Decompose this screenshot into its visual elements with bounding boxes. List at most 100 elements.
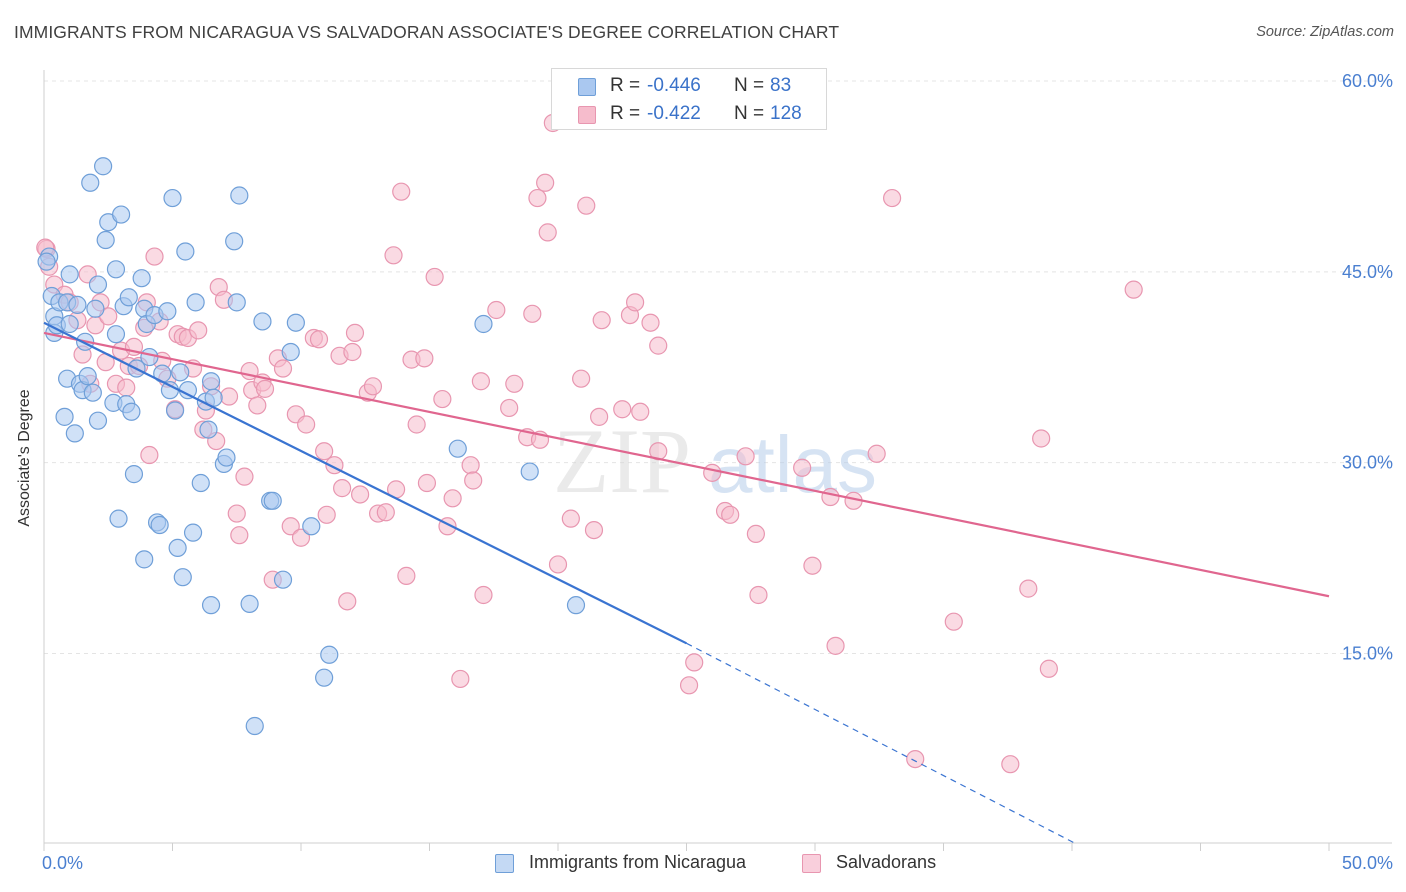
nicaragua-point xyxy=(191,473,210,493)
salvadoran-point xyxy=(1039,659,1058,678)
salvadoran-point xyxy=(685,653,704,672)
nicaragua-point xyxy=(94,157,113,176)
legend-swatch-pink xyxy=(578,106,596,124)
salvadoran-point xyxy=(577,196,596,215)
salvadoran-point xyxy=(351,485,370,504)
nicaragua-point xyxy=(150,515,169,535)
nicaragua-point xyxy=(201,372,221,391)
salvadoran-point xyxy=(255,379,275,398)
nicaragua-point xyxy=(163,188,182,208)
legend-n-value: 83 xyxy=(770,75,792,96)
nicaragua-point xyxy=(55,407,74,426)
legend-r-label: R = xyxy=(610,103,641,124)
salvadoran-point xyxy=(592,311,611,330)
salvadoran-point xyxy=(407,415,426,434)
nicaragua-point xyxy=(201,596,221,615)
salvadoran-point xyxy=(487,300,506,320)
salvadoran-point xyxy=(561,509,580,528)
salvadoran-point xyxy=(117,378,136,397)
nicaragua-point xyxy=(240,594,259,613)
nicaragua-point xyxy=(111,205,131,224)
nicaragua-point xyxy=(302,517,321,536)
salvadoran-point xyxy=(219,387,239,406)
nicaragua-point xyxy=(474,314,493,334)
salvadoran-trendline xyxy=(43,331,1330,598)
legend-n-label: N = xyxy=(734,75,765,96)
salvadoran-point xyxy=(461,456,480,475)
salvadoran-point xyxy=(338,592,357,611)
salvadoran-point xyxy=(821,487,840,507)
salvadoran-point xyxy=(235,467,254,486)
nicaragua-point xyxy=(81,173,100,192)
nicaragua-point xyxy=(176,242,195,261)
salvadoran-point xyxy=(363,377,383,396)
salvadoran-point xyxy=(433,389,452,409)
tick-labels: 15.0% 30.0% 45.0% 60.0% 0.0% 50.0% xyxy=(42,71,1393,873)
salvadoran-point xyxy=(536,173,555,192)
salvadoran-point xyxy=(345,323,365,342)
salvadoran-point xyxy=(343,342,362,362)
salvadoran-point xyxy=(572,369,591,388)
legend-swatch-blue xyxy=(495,854,514,873)
salvadoran-point xyxy=(641,313,660,332)
legend-label-nicaragua: Immigrants from Nicaragua xyxy=(529,852,747,872)
legend-r-value: -0.422 xyxy=(647,103,701,124)
nicaragua-point xyxy=(320,645,339,664)
nicaragua-point xyxy=(186,293,205,312)
nicaragua-point xyxy=(253,312,272,331)
nicaragua-point xyxy=(158,302,177,321)
nicaragua-point xyxy=(109,509,128,528)
nicaragua-point xyxy=(140,347,159,367)
salvadoran-point xyxy=(291,528,311,547)
salvadoran-point xyxy=(333,479,352,498)
trendlines xyxy=(43,321,1330,845)
salvadoran-point xyxy=(230,526,249,545)
salvadoran-point xyxy=(906,749,925,769)
salvadoran-point xyxy=(248,396,267,415)
salvadoran-point xyxy=(625,293,645,312)
nicaragua-point xyxy=(263,491,282,510)
salvadoran-point xyxy=(471,372,490,391)
salvadoran-point xyxy=(281,517,300,536)
nicaragua-point xyxy=(173,568,192,587)
salvadoran-point xyxy=(315,442,334,461)
legend-label-salvadorans: Salvadorans xyxy=(836,852,937,872)
salvadoran-point xyxy=(376,503,395,522)
y-tick-label: 60.0% xyxy=(1342,71,1393,91)
salvadoran-point xyxy=(397,566,416,585)
nicaragua-point xyxy=(119,288,138,307)
nicaragua-point xyxy=(165,401,185,420)
salvadoran-point xyxy=(451,669,470,689)
y-tick-label: 15.0% xyxy=(1342,644,1393,664)
legend-swatch-blue xyxy=(578,78,596,96)
nicaragua-point xyxy=(106,325,126,344)
x-tick-label-min: 0.0% xyxy=(42,853,83,873)
y-tick-label: 30.0% xyxy=(1342,453,1393,473)
legend-r-label: R = xyxy=(610,75,641,96)
nicaragua-point xyxy=(178,381,198,400)
salvadoran-point xyxy=(867,444,886,463)
nicaragua-point xyxy=(566,596,586,615)
gridlines xyxy=(44,80,1392,654)
nicaragua-point xyxy=(106,260,126,279)
salvadoran-point xyxy=(882,188,902,208)
salvadoran-point xyxy=(826,636,845,655)
salvadoran-point xyxy=(649,336,668,355)
salvadoran-point xyxy=(1001,755,1020,774)
salvadoran-point xyxy=(749,585,768,605)
nicaragua-point xyxy=(217,448,236,467)
nicaragua-point xyxy=(37,252,56,271)
salvadoran-point xyxy=(679,676,699,695)
x-tick-label-max: 50.0% xyxy=(1342,853,1393,873)
salvadoran-point xyxy=(189,321,208,340)
salvadoran-point xyxy=(538,223,557,242)
nicaragua-point xyxy=(281,342,300,362)
nicaragua-point xyxy=(168,538,187,558)
salvadoran-point xyxy=(273,359,293,378)
salvadoran-point xyxy=(140,445,159,465)
nicaragua-point xyxy=(273,570,293,589)
legend-row-salvadorans: R = -0.422 N = 128 xyxy=(552,100,826,130)
salvadoran-point xyxy=(944,612,963,631)
salvadoran-point xyxy=(793,458,812,477)
